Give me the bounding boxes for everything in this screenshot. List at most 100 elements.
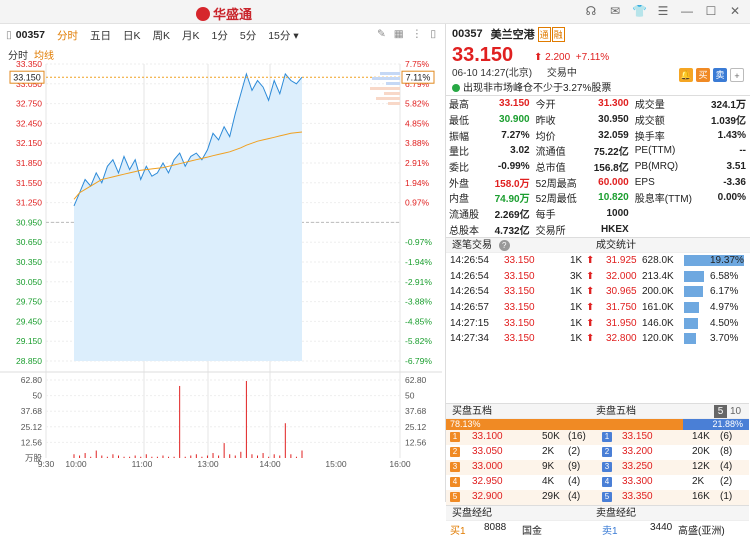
mail-icon[interactable]: ✉ xyxy=(609,4,621,18)
close-icon[interactable]: ✕ xyxy=(729,4,741,18)
broker-bid-name[interactable]: 国金 xyxy=(522,526,542,537)
stats-row: 最高 33.150 今开 31.300 成交量 324.1万 xyxy=(446,96,749,112)
ask-price[interactable]: 33.250 xyxy=(622,461,653,472)
stat-volume: 628.0K xyxy=(642,255,674,267)
ask-orders: (6) xyxy=(720,431,733,442)
price-tick-label: 29.150 xyxy=(16,336,42,346)
volume-stats-title: 成交统计 xyxy=(596,240,636,252)
alert-button[interactable]: 🔔 xyxy=(679,68,693,82)
app-logo: 华盛通 xyxy=(196,4,252,23)
stats-label: 最高 xyxy=(449,100,469,112)
badge-tong: 通 xyxy=(537,26,551,42)
period-tab-15min[interactable]: 15分 ▾ xyxy=(268,29,299,42)
minimize-icon[interactable]: — xyxy=(681,4,693,18)
stats-label: 振幅 xyxy=(449,131,469,143)
ask-title: 卖盘五档 xyxy=(596,406,636,417)
stats-value: 156.8亿 xyxy=(593,163,629,175)
indicator-tab-timeshare[interactable]: 分时 xyxy=(8,51,28,62)
time-tick-label: 14:00 xyxy=(259,459,281,469)
shirt-icon[interactable]: 👕 xyxy=(632,4,647,18)
tick-time: 14:26:54 xyxy=(450,270,489,282)
indicator-tab-ma[interactable]: 均线 xyxy=(34,51,54,62)
grid-icon[interactable]: ▦ xyxy=(393,28,404,40)
volume-tick-label: 62.80 xyxy=(21,375,43,385)
stats-label: 外盘 xyxy=(449,178,469,190)
intraday-chart[interactable]: 33.350 7.75% 33.050 6.79% 32.750 5.82% 32.450 4… xyxy=(0,60,442,502)
ask-price[interactable]: 33.200 xyxy=(622,446,653,457)
pct-tick-label: 7.75% xyxy=(405,60,430,69)
ask-price[interactable]: 33.150 xyxy=(622,431,653,442)
period-tab-1min[interactable]: 1分 xyxy=(211,29,228,42)
stats-value: -0.99% xyxy=(497,161,530,173)
volume-tick-label-right: 62.80 xyxy=(405,375,427,385)
stats-label: PB(MRQ) xyxy=(634,161,679,173)
collapse-icon[interactable]: ▯ xyxy=(6,29,12,41)
add-watchlist-button[interactable]: + xyxy=(730,68,744,82)
stats-value: 3.02 xyxy=(510,145,530,157)
stat-bar xyxy=(684,301,700,313)
sell-button[interactable]: 卖 xyxy=(713,68,727,82)
broker-ask-id: 3440 xyxy=(650,522,673,533)
chart-subbar: 分时 均线 xyxy=(0,46,442,62)
stats-label: 委比 xyxy=(449,163,469,175)
stat-bar xyxy=(684,270,705,282)
pct-tick-label: -6.79% xyxy=(405,356,432,366)
menu-icon[interactable]: ☰ xyxy=(657,4,669,18)
stock-code: 00357 xyxy=(15,29,45,41)
more-icon[interactable]: ⋮ xyxy=(411,28,423,40)
period-tab-5min[interactable]: 5分 xyxy=(239,29,257,42)
stats-label: EPS xyxy=(634,176,655,188)
pct-tick-label: 0.97% xyxy=(405,198,430,208)
bid-price[interactable]: 32.900 xyxy=(472,491,503,502)
stats-label: 流通值 xyxy=(535,147,566,159)
broker-bid-title: 买盘经纪 xyxy=(452,508,492,519)
period-tab-timeshare[interactable]: 分时 xyxy=(56,29,78,42)
volume-tick-label: 37.68 xyxy=(21,406,43,416)
ask-price[interactable]: 33.350 xyxy=(622,491,653,502)
ask-price[interactable]: 33.300 xyxy=(622,476,653,487)
expand-icon[interactable]: ▯ xyxy=(430,28,436,40)
help-icon[interactable]: ? xyxy=(498,240,510,252)
period-tab-daily[interactable]: 日K xyxy=(122,29,141,42)
bid-price[interactable]: 33.000 xyxy=(472,461,503,472)
bid-size: 50K xyxy=(542,431,560,442)
buy-button[interactable]: 买 xyxy=(696,68,710,82)
stats-label: PE(TTM) xyxy=(634,145,676,157)
tick-time: 14:26:57 xyxy=(450,301,489,313)
arrow-up-icon: ⬆ xyxy=(586,317,595,329)
period-tab-5day[interactable]: 五日 xyxy=(89,29,111,42)
ticks-header: 逐笔交易 ? 成交统计 xyxy=(446,237,750,254)
broker-bid-id: 8088 xyxy=(484,522,507,533)
bid-price[interactable]: 33.100 xyxy=(472,431,503,442)
levels-10-button[interactable]: 10 xyxy=(730,406,742,417)
notice-icon xyxy=(452,84,460,92)
period-tab-monthly[interactable]: 月K xyxy=(182,29,200,42)
stat-price: 31.750 xyxy=(606,301,637,313)
quote-name: 美兰空港 xyxy=(490,29,535,41)
quote-actions: 🔔 买 卖 + xyxy=(679,68,744,82)
period-tab-weekly[interactable]: 周K xyxy=(152,29,171,42)
notice-bar[interactable]: 出现非市场峰仓不少于3.27%股票 xyxy=(446,82,750,96)
tick-price: 33.150 xyxy=(504,255,535,267)
bid-ratio: 78.13% xyxy=(450,419,481,429)
time-tick-label: 16:00 xyxy=(389,459,411,469)
volume-tick-label-right: 25.12 xyxy=(405,422,427,432)
order-book: 买盘五档 卖盘五档 5 10 78.13% 21.88% 1 33.100 50K (… xyxy=(446,403,749,537)
stats-value: 3.51 xyxy=(726,161,746,173)
stats-value: 10.820 xyxy=(598,192,629,204)
stats-table: 最高 33.150 今开 31.300 成交量 324.1万 最低 30.900 昨收 30.95… xyxy=(446,96,749,237)
pen-icon[interactable]: ✎ xyxy=(376,28,386,40)
tick-price: 33.150 xyxy=(504,270,535,282)
bid-price[interactable]: 32.950 xyxy=(472,476,503,487)
maximize-icon[interactable]: ☐ xyxy=(705,4,717,18)
levels-5-button[interactable]: 5 xyxy=(714,405,727,418)
stats-label: 成交额 xyxy=(634,116,665,128)
ask-orders: (4) xyxy=(720,461,733,472)
bid-price[interactable]: 33.050 xyxy=(472,446,503,457)
ticks-list: 14:26:54 33.150 1K ⬆ 31.925 628.0K 19.37% 14:26… xyxy=(446,253,750,347)
stats-label: 成交量 xyxy=(634,100,665,112)
time-tick-label: 11:00 xyxy=(132,459,153,469)
bid-orders: (2) xyxy=(568,446,581,457)
headset-icon[interactable]: ☊ xyxy=(585,4,597,18)
broker-ask-name[interactable]: 高盛(亚洲) xyxy=(678,526,725,537)
